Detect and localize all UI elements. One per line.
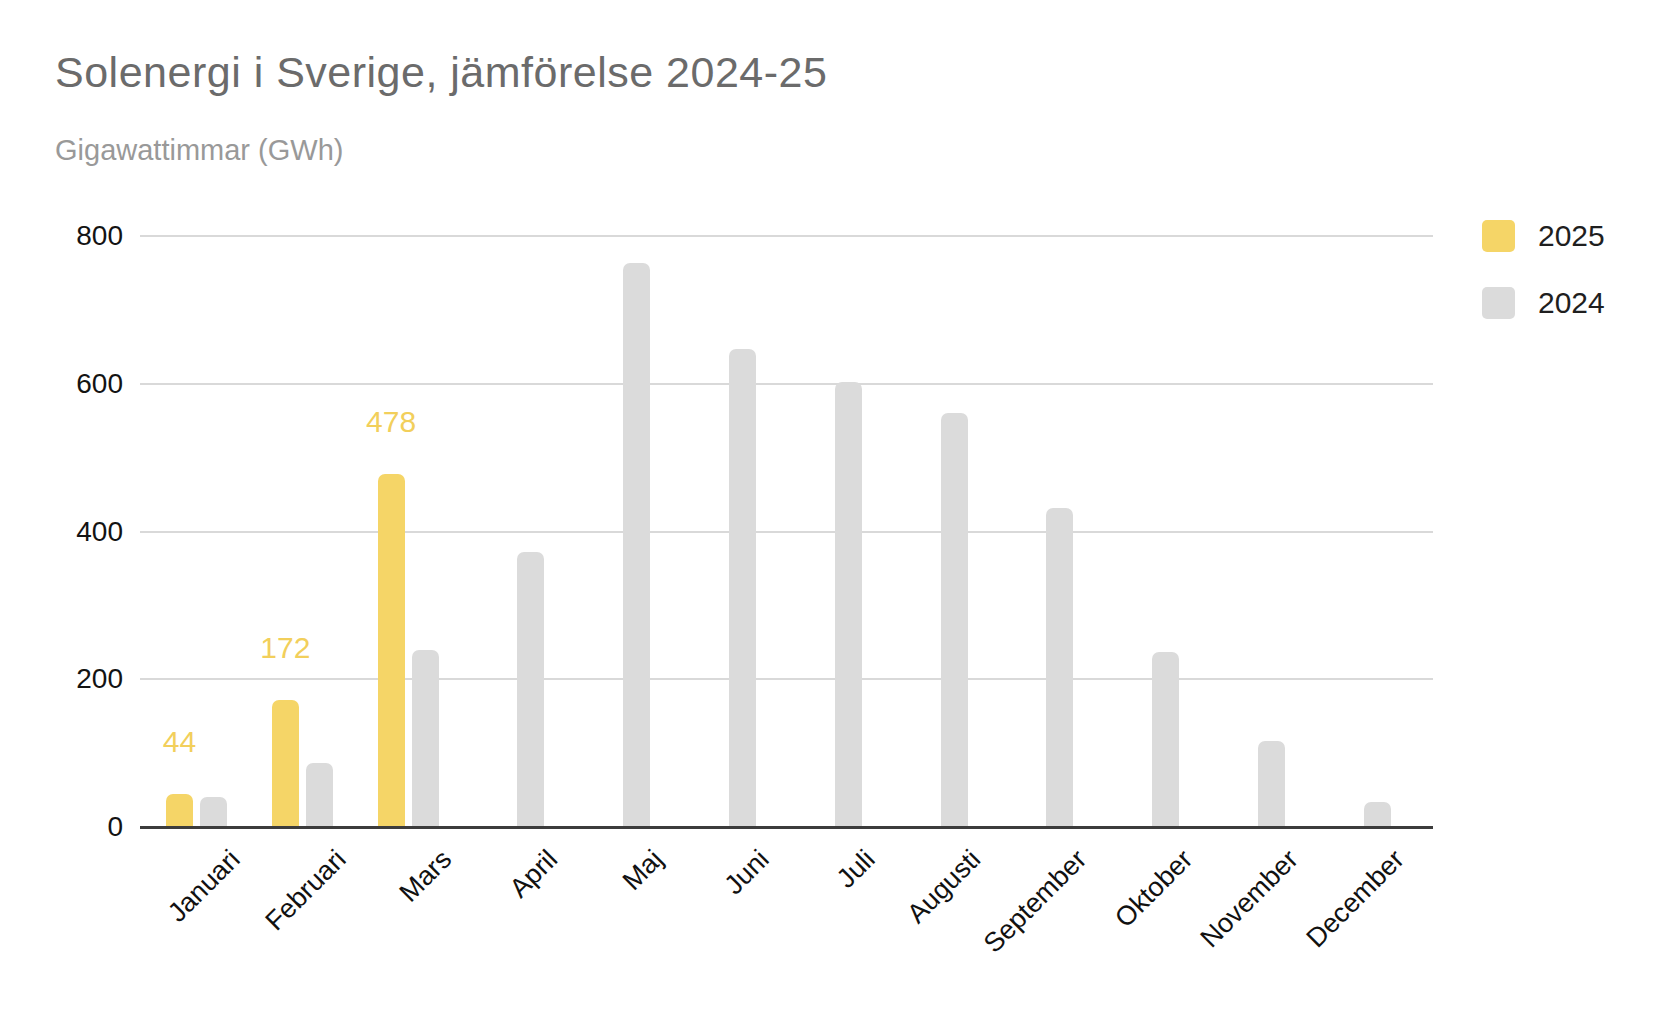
legend-label-2024: 2024 — [1538, 287, 1605, 319]
y-tick-label: 400 — [38, 516, 123, 548]
bar-value-label: 44 — [110, 724, 250, 760]
bar-2024-januari — [200, 797, 227, 827]
x-tick-label: Augusti — [901, 844, 987, 930]
x-tick-label: November — [1194, 844, 1304, 954]
bar-2024-februari — [306, 763, 333, 827]
bar-2025-mars — [378, 474, 405, 827]
x-axis-line — [140, 826, 1433, 829]
x-tick-label: Februari — [259, 844, 352, 937]
bar-2024-november — [1258, 741, 1285, 827]
bar-2024-augusti — [941, 413, 968, 827]
bar-2024-september — [1046, 508, 1073, 827]
bar-2024-juli — [835, 382, 862, 827]
plot-area: 0 200 400 600 800 44 Januari 172 Februari 478 Mars… — [0, 0, 1666, 1030]
gridline — [140, 235, 1433, 237]
x-tick-label: Juli — [831, 844, 882, 895]
bar-value-label: 478 — [321, 404, 461, 440]
x-tick-label: Mars — [394, 844, 458, 908]
x-tick-label: Januari — [162, 844, 247, 929]
legend-swatch-2024 — [1482, 287, 1515, 319]
y-tick-label: 800 — [38, 220, 123, 252]
x-tick-label: September — [978, 844, 1093, 959]
x-tick-label: Juni — [718, 844, 775, 901]
bar-2024-oktober — [1152, 652, 1179, 827]
bar-2024-juni — [729, 349, 756, 827]
x-tick-label: December — [1300, 844, 1410, 954]
x-tick-label: April — [504, 844, 564, 904]
y-tick-label: 200 — [38, 663, 123, 695]
bar-2025-februari — [272, 700, 299, 827]
y-tick-label: 600 — [38, 368, 123, 400]
gridline — [140, 678, 1433, 680]
legend-swatch-2025 — [1482, 220, 1515, 252]
legend-item-2025: 2025 — [1482, 220, 1605, 252]
legend-label-2025: 2025 — [1538, 220, 1605, 252]
y-tick-label: 0 — [38, 811, 123, 843]
x-tick-label: Oktober — [1109, 844, 1199, 934]
chart: Solenergi i Sverige, jämförelse 2024-25 … — [0, 0, 1666, 1030]
bar-2025-januari — [166, 794, 193, 827]
bar-2024-maj — [623, 263, 650, 827]
legend-item-2024: 2024 — [1482, 287, 1605, 319]
bar-2024-december — [1364, 802, 1391, 827]
x-tick-label: Maj — [617, 844, 670, 897]
gridline — [140, 383, 1433, 385]
bar-value-label: 172 — [215, 630, 355, 666]
bar-2024-april — [517, 552, 544, 827]
bar-2024-mars — [412, 650, 439, 827]
gridline — [140, 531, 1433, 533]
